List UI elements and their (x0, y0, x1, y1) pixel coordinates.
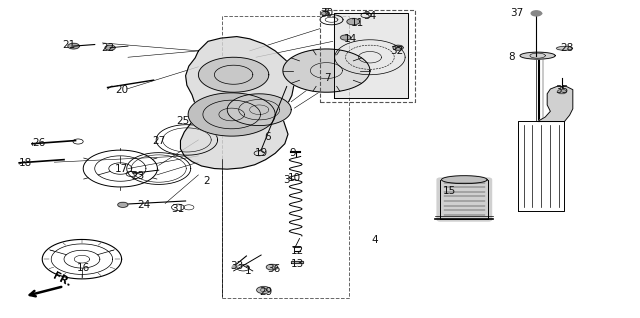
Text: 20: 20 (115, 85, 128, 95)
Circle shape (340, 35, 351, 40)
Text: FR.: FR. (51, 270, 73, 288)
Text: 1: 1 (245, 266, 252, 276)
Text: 30: 30 (320, 8, 333, 18)
Ellipse shape (557, 46, 573, 50)
Text: 4: 4 (371, 235, 378, 245)
Text: 33: 33 (230, 261, 243, 272)
Polygon shape (538, 86, 573, 121)
Text: 24: 24 (138, 200, 150, 210)
Text: 28: 28 (560, 43, 573, 53)
Text: 10: 10 (288, 173, 301, 183)
Text: 27: 27 (152, 135, 165, 146)
Text: 23: 23 (131, 170, 144, 181)
Bar (222, 16, 349, 298)
Circle shape (68, 43, 79, 49)
Text: 35: 35 (556, 85, 568, 95)
Polygon shape (283, 49, 370, 92)
Text: 37: 37 (511, 8, 524, 18)
Polygon shape (180, 37, 294, 169)
Circle shape (531, 11, 541, 16)
Text: 2: 2 (203, 176, 209, 186)
Text: 9: 9 (290, 148, 296, 158)
Text: 15: 15 (443, 186, 456, 196)
Text: 6: 6 (264, 132, 271, 142)
Text: 16: 16 (77, 263, 90, 273)
Text: 17: 17 (115, 163, 128, 174)
Polygon shape (188, 93, 275, 136)
Text: 3: 3 (284, 175, 290, 185)
Text: 19: 19 (255, 148, 268, 158)
Circle shape (118, 202, 128, 207)
Polygon shape (334, 13, 408, 98)
Circle shape (257, 287, 271, 294)
Text: 8: 8 (509, 52, 515, 62)
Text: 11: 11 (351, 18, 364, 28)
Text: 22: 22 (101, 43, 114, 53)
Ellipse shape (442, 176, 487, 183)
Text: 25: 25 (176, 116, 189, 126)
Text: 36: 36 (268, 264, 280, 274)
Circle shape (393, 45, 403, 50)
Circle shape (105, 45, 115, 50)
Text: 21: 21 (63, 40, 76, 50)
Text: 26: 26 (32, 138, 45, 148)
Circle shape (321, 11, 329, 15)
Polygon shape (227, 94, 291, 126)
Text: 5: 5 (323, 8, 330, 18)
Polygon shape (291, 261, 303, 263)
Circle shape (347, 18, 360, 25)
Circle shape (266, 264, 278, 270)
FancyBboxPatch shape (437, 178, 492, 221)
Polygon shape (198, 57, 269, 92)
Text: 13: 13 (291, 259, 303, 269)
Text: 7: 7 (324, 73, 331, 83)
Text: 31: 31 (172, 204, 184, 214)
Ellipse shape (520, 52, 556, 59)
Circle shape (557, 89, 566, 94)
Text: 18: 18 (19, 158, 32, 168)
Text: 12: 12 (291, 246, 303, 256)
Text: 14: 14 (344, 34, 357, 44)
Text: 34: 34 (364, 11, 376, 21)
Text: 32: 32 (390, 46, 403, 56)
Polygon shape (232, 266, 238, 268)
Text: 29: 29 (259, 287, 272, 297)
